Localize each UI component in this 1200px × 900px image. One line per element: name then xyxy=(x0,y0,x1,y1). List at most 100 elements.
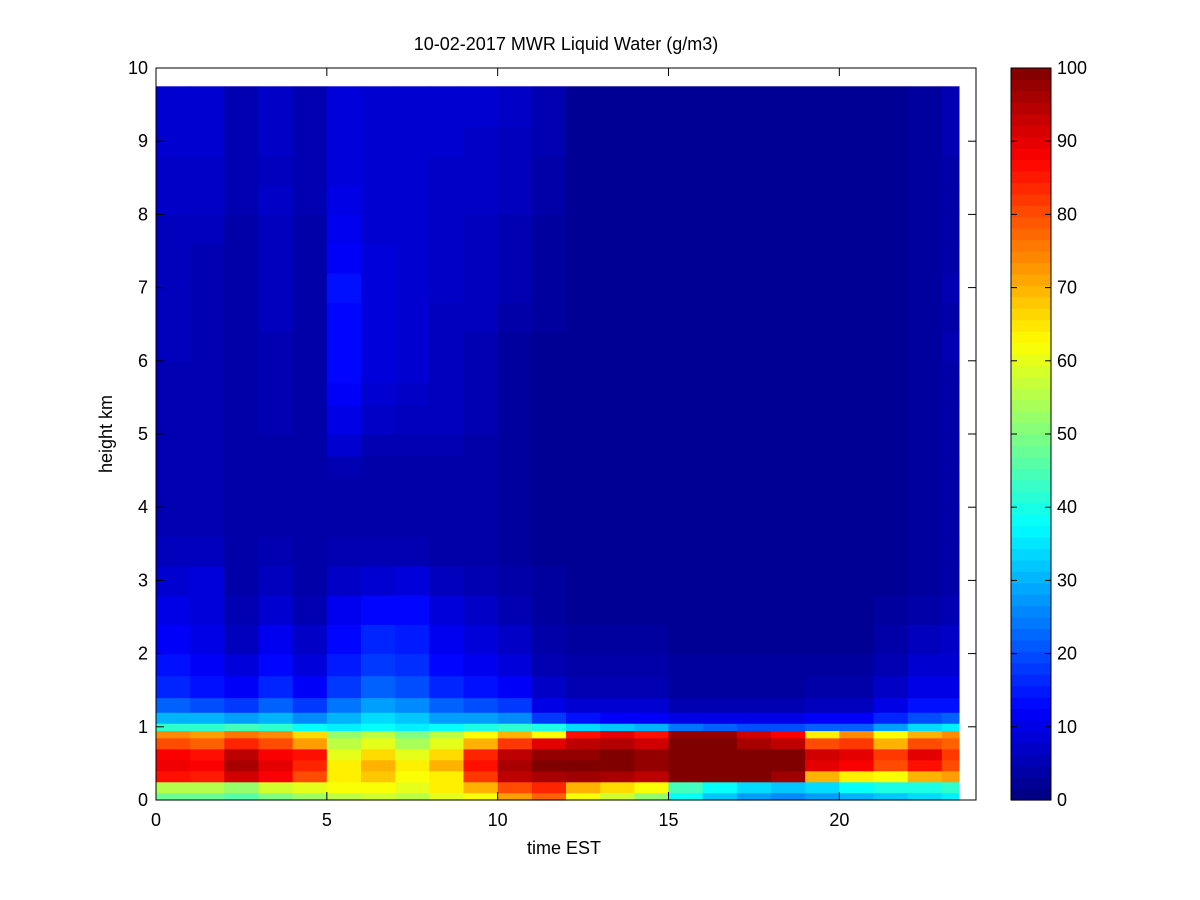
heatmap-cell xyxy=(292,730,328,739)
heatmap-cell xyxy=(805,331,840,362)
heatmap-cell xyxy=(463,360,499,384)
heatmap-cell xyxy=(531,86,567,128)
heatmap-cell xyxy=(463,214,499,245)
heatmap-cell xyxy=(907,434,943,457)
heatmap-cell xyxy=(736,792,772,801)
heatmap-cell xyxy=(805,792,840,801)
heatmap-cell xyxy=(873,404,909,435)
heatmap-cell xyxy=(190,723,225,732)
heatmap-cell xyxy=(361,792,396,801)
heatmap-cell xyxy=(463,155,499,186)
heatmap-cell xyxy=(395,86,430,128)
heatmap-cell xyxy=(497,723,533,732)
heatmap-cell xyxy=(907,214,943,245)
heatmap-cell xyxy=(224,723,260,732)
heatmap-cell xyxy=(839,185,875,215)
heatmap-cell xyxy=(156,86,191,128)
heatmap-cell xyxy=(839,382,875,406)
heatmap-cell xyxy=(941,434,960,457)
heatmap-cell xyxy=(702,792,738,801)
heatmap-cell xyxy=(156,214,191,245)
heatmap-cell xyxy=(463,675,499,699)
heatmap-cell xyxy=(224,697,260,713)
heatmap-cell xyxy=(668,331,704,362)
heatmap-cell xyxy=(156,382,191,406)
heatmap-cell xyxy=(600,781,635,794)
heatmap-cell xyxy=(668,624,704,655)
heatmap-cell xyxy=(190,781,225,794)
heatmap-cell xyxy=(873,243,909,274)
y-axis-label: height km xyxy=(96,395,116,473)
colorbar-tick-label: 10 xyxy=(1057,717,1077,737)
heatmap-cell xyxy=(292,712,328,724)
heatmap-cell xyxy=(907,737,943,750)
heatmap-cell xyxy=(600,770,635,783)
heatmap-cell xyxy=(668,477,704,508)
heatmap-cell xyxy=(771,653,806,677)
heatmap-cell xyxy=(600,748,635,761)
colorbar-segment xyxy=(1011,445,1051,458)
heatmap-cell xyxy=(292,770,328,783)
heatmap-cell xyxy=(326,272,362,303)
heatmap-cell xyxy=(668,155,704,186)
heatmap-cell xyxy=(156,477,191,508)
y-tick-label: 7 xyxy=(138,278,148,298)
heatmap-cell xyxy=(156,723,191,732)
y-tick-label: 1 xyxy=(138,717,148,737)
colorbar-segment xyxy=(1011,525,1051,538)
heatmap-cell xyxy=(361,360,396,384)
heatmap-cell xyxy=(258,404,294,435)
colorbar-tick-label: 20 xyxy=(1057,644,1077,664)
heatmap-cell xyxy=(292,781,328,794)
heatmap-cell xyxy=(702,382,738,406)
heatmap-cell xyxy=(463,536,499,567)
heatmap-cell xyxy=(771,737,806,750)
heatmap-cell xyxy=(839,770,875,783)
heatmap-cell xyxy=(463,748,499,761)
y-tick-label: 0 xyxy=(138,790,148,810)
heatmap-cell xyxy=(736,243,772,274)
heatmap-cell xyxy=(224,214,260,245)
heatmap-cell xyxy=(531,759,567,772)
heatmap-cell xyxy=(771,759,806,772)
heatmap-cell xyxy=(805,723,840,732)
heatmap-cell xyxy=(531,155,567,186)
heatmap-cell xyxy=(292,536,328,567)
heatmap-cell xyxy=(736,737,772,750)
heatmap-cell xyxy=(736,595,772,625)
colorbar-tick-label: 80 xyxy=(1057,204,1077,224)
heatmap-cell xyxy=(771,565,806,596)
heatmap-cell xyxy=(771,730,806,739)
heatmap-cell xyxy=(361,536,396,567)
heatmap-cell xyxy=(941,624,960,655)
heatmap-cell xyxy=(463,781,499,794)
heatmap-cell xyxy=(463,595,499,625)
heatmap-cell xyxy=(326,770,362,783)
heatmap-cell xyxy=(361,455,396,479)
heatmap-cell xyxy=(361,723,396,732)
heatmap-cell xyxy=(190,536,225,567)
heatmap-cell xyxy=(907,185,943,215)
heatmap-cell xyxy=(497,477,533,508)
colorbar-segment xyxy=(1011,170,1051,183)
colorbar-segment xyxy=(1011,479,1051,492)
heatmap-cell xyxy=(395,723,430,732)
heatmap-cell xyxy=(771,792,806,801)
heatmap-cell xyxy=(702,155,738,186)
heatmap-cell xyxy=(668,697,704,713)
colorbar-segment xyxy=(1011,205,1051,218)
heatmap-cell xyxy=(839,748,875,761)
heatmap-cell xyxy=(600,404,635,435)
heatmap-cell xyxy=(771,126,806,157)
heatmap-cell xyxy=(531,404,567,435)
heatmap-cell xyxy=(873,730,909,739)
heatmap-cell xyxy=(497,507,533,538)
heatmap-cell xyxy=(600,595,635,625)
heatmap-cell xyxy=(326,360,362,384)
heatmap-cell xyxy=(873,331,909,362)
heatmap-cell xyxy=(634,759,670,772)
heatmap-cell xyxy=(668,653,704,677)
heatmap-cell xyxy=(463,792,499,801)
heatmap-cell xyxy=(702,675,738,699)
heatmap-cell xyxy=(941,770,960,783)
